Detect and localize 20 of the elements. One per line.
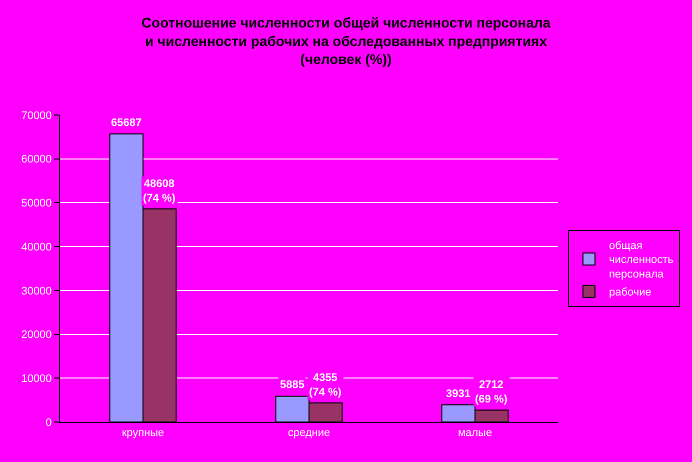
- y-tick-label: 70000: [21, 110, 52, 122]
- x-tick-label: средние: [288, 427, 330, 440]
- data-label: 2712 (69 %): [475, 379, 508, 406]
- y-tick-label: 10000: [21, 372, 52, 385]
- y-tick-label: 20000: [21, 329, 52, 342]
- data-label: 48608 (74 %): [143, 178, 176, 204]
- y-tick-label: 60000: [21, 154, 52, 166]
- x-tick-label: малые: [458, 427, 492, 440]
- data-label: 5885: [280, 379, 304, 391]
- x-tick-label: крупные: [122, 427, 164, 440]
- legend-label: общая численность персонала: [608, 240, 674, 281]
- chart-title: Соотношение численности общей численности персонала и численности рабочих на обследованных предприятиях (человек (%)): [141, 14, 551, 68]
- y-tick-label: 50000: [21, 198, 52, 210]
- data-label: 65687: [111, 117, 142, 129]
- data-label: 3931: [446, 388, 470, 400]
- y-tick-label: 30000: [21, 285, 52, 298]
- y-tick-label: 0: [46, 416, 52, 429]
- data-label: 4355 (74 %): [309, 372, 342, 398]
- y-tick-label: 40000: [21, 241, 52, 254]
- legend-label: рабочие: [608, 286, 652, 299]
